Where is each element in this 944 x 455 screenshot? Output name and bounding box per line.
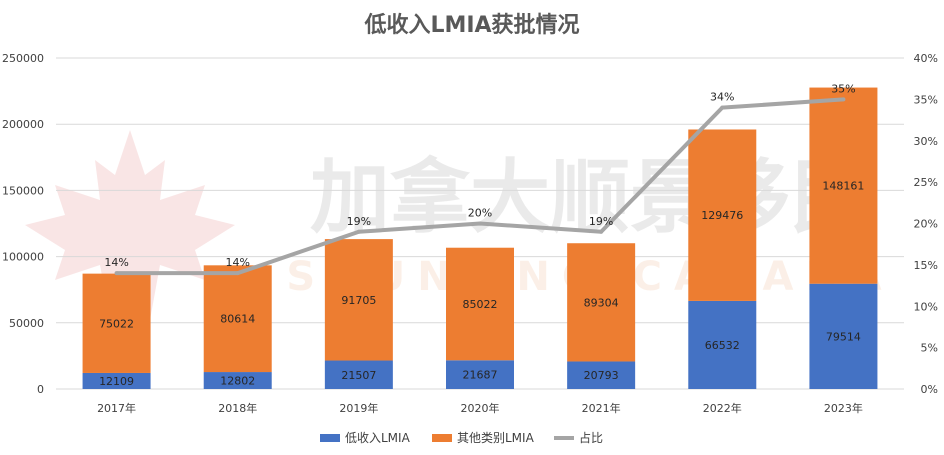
bars (82, 87, 878, 389)
ratio-data-label: 14% (225, 256, 249, 269)
left-axis-ticks: 0 50000 100000 150000 200000 250000 (2, 52, 44, 396)
legend-swatch-low-income (320, 434, 340, 442)
bar-other (567, 243, 636, 362)
legend-swatch-other (432, 434, 452, 442)
left-axis-tick-label: 0 (37, 383, 44, 396)
ratio-point (356, 229, 361, 234)
ratio-line (114, 97, 846, 276)
right-axis-tick-label: 25% (914, 176, 938, 189)
bar-data-label: 21507 (341, 369, 376, 382)
bar-low-income (688, 300, 757, 389)
ratio-data-label: 34% (710, 91, 734, 104)
right-axis-tick-label: 35% (914, 93, 938, 106)
bar-other (203, 265, 272, 373)
bar-data-label: 66532 (705, 339, 740, 352)
right-axis-tick-label: 40% (914, 52, 938, 65)
legend-label: 占比 (579, 430, 603, 445)
ratio-point (720, 105, 725, 110)
bar-low-income (324, 360, 393, 389)
x-axis-tick-label: 2018年 (218, 401, 257, 415)
legend: 低收入LMIA 其他类别LMIA 占比 (320, 430, 603, 445)
bar-other (809, 87, 878, 284)
bar-data-label: 89304 (584, 296, 619, 309)
legend-label: 其他类别LMIA (457, 431, 535, 445)
bar-data-labels: 12109 75022 12802 80614 21507 91705 21687 85022… (99, 180, 864, 388)
x-axis-tick-label: 2022年 (703, 401, 742, 415)
ratio-point (478, 221, 482, 226)
x-axis-tick-label: 2020年 (461, 401, 500, 415)
right-axis-ticks: 0% 5% 10% 15% 20% 25% 30% 35% 40% (914, 52, 938, 396)
right-axis-tick-label: 15% (914, 259, 938, 272)
right-axis-tick-label: 10% (914, 300, 938, 313)
bar-data-label: 91705 (341, 294, 376, 307)
bar-other (688, 129, 757, 301)
bar-other (324, 239, 393, 361)
ratio-data-label: 14% (104, 256, 128, 269)
x-axis-tick-label: 2021年 (582, 401, 621, 415)
bar-data-label: 12802 (220, 375, 255, 388)
left-axis-tick-label: 100000 (2, 251, 44, 264)
bar-data-label: 148161 (822, 180, 864, 193)
left-axis-tick-label: 250000 (2, 52, 44, 65)
x-axis-tick-label: 2023年 (824, 401, 863, 415)
bar-other (82, 273, 151, 373)
x-axis-ticks: 2017年 2018年 2019年 2020年 2021年 2022年 2023年 (97, 401, 863, 415)
ratio-point (235, 271, 240, 276)
bar-data-label: 80614 (220, 313, 255, 326)
right-axis-tick-label: 5% (921, 342, 938, 355)
bar-low-income (446, 360, 514, 389)
ratio-data-labels: 14% 14% 19% 20% 19% 34% 35% (104, 82, 855, 269)
bar-data-label: 12109 (99, 375, 134, 388)
left-axis-tick-label: 200000 (2, 118, 44, 131)
right-axis-tick-label: 0% (921, 383, 938, 396)
bar-other (446, 247, 514, 361)
bar-data-label: 75022 (99, 317, 134, 330)
bar-low-income (203, 372, 272, 389)
ratio-data-label: 35% (831, 82, 855, 95)
left-axis-tick-label: 50000 (9, 317, 44, 330)
legend-label: 低收入LMIA (345, 431, 411, 445)
bar-low-income (567, 361, 636, 389)
ratio-point (114, 271, 119, 276)
right-axis-tick-label: 30% (914, 135, 938, 148)
ratio-point (841, 97, 846, 102)
bar-data-label: 21687 (463, 369, 498, 382)
chart-title: 低收入LMIA获批情况 (363, 12, 579, 38)
ratio-data-label: 19% (589, 215, 613, 228)
right-axis-tick-label: 20% (914, 218, 938, 231)
bar-data-label: 20793 (584, 369, 619, 382)
bar-data-label: 129476 (701, 209, 743, 222)
bar-low-income (809, 283, 878, 389)
left-axis-tick-label: 150000 (2, 184, 44, 197)
ratio-point (599, 229, 604, 234)
x-axis-tick-label: 2019年 (339, 401, 378, 415)
bar-data-label: 79514 (826, 330, 861, 343)
ratio-data-label: 19% (347, 215, 371, 228)
bar-data-label: 85022 (463, 298, 498, 311)
bar-low-income (82, 372, 151, 389)
ratio-data-label: 20% (468, 207, 492, 220)
x-axis-tick-label: 2017年 (97, 401, 136, 415)
